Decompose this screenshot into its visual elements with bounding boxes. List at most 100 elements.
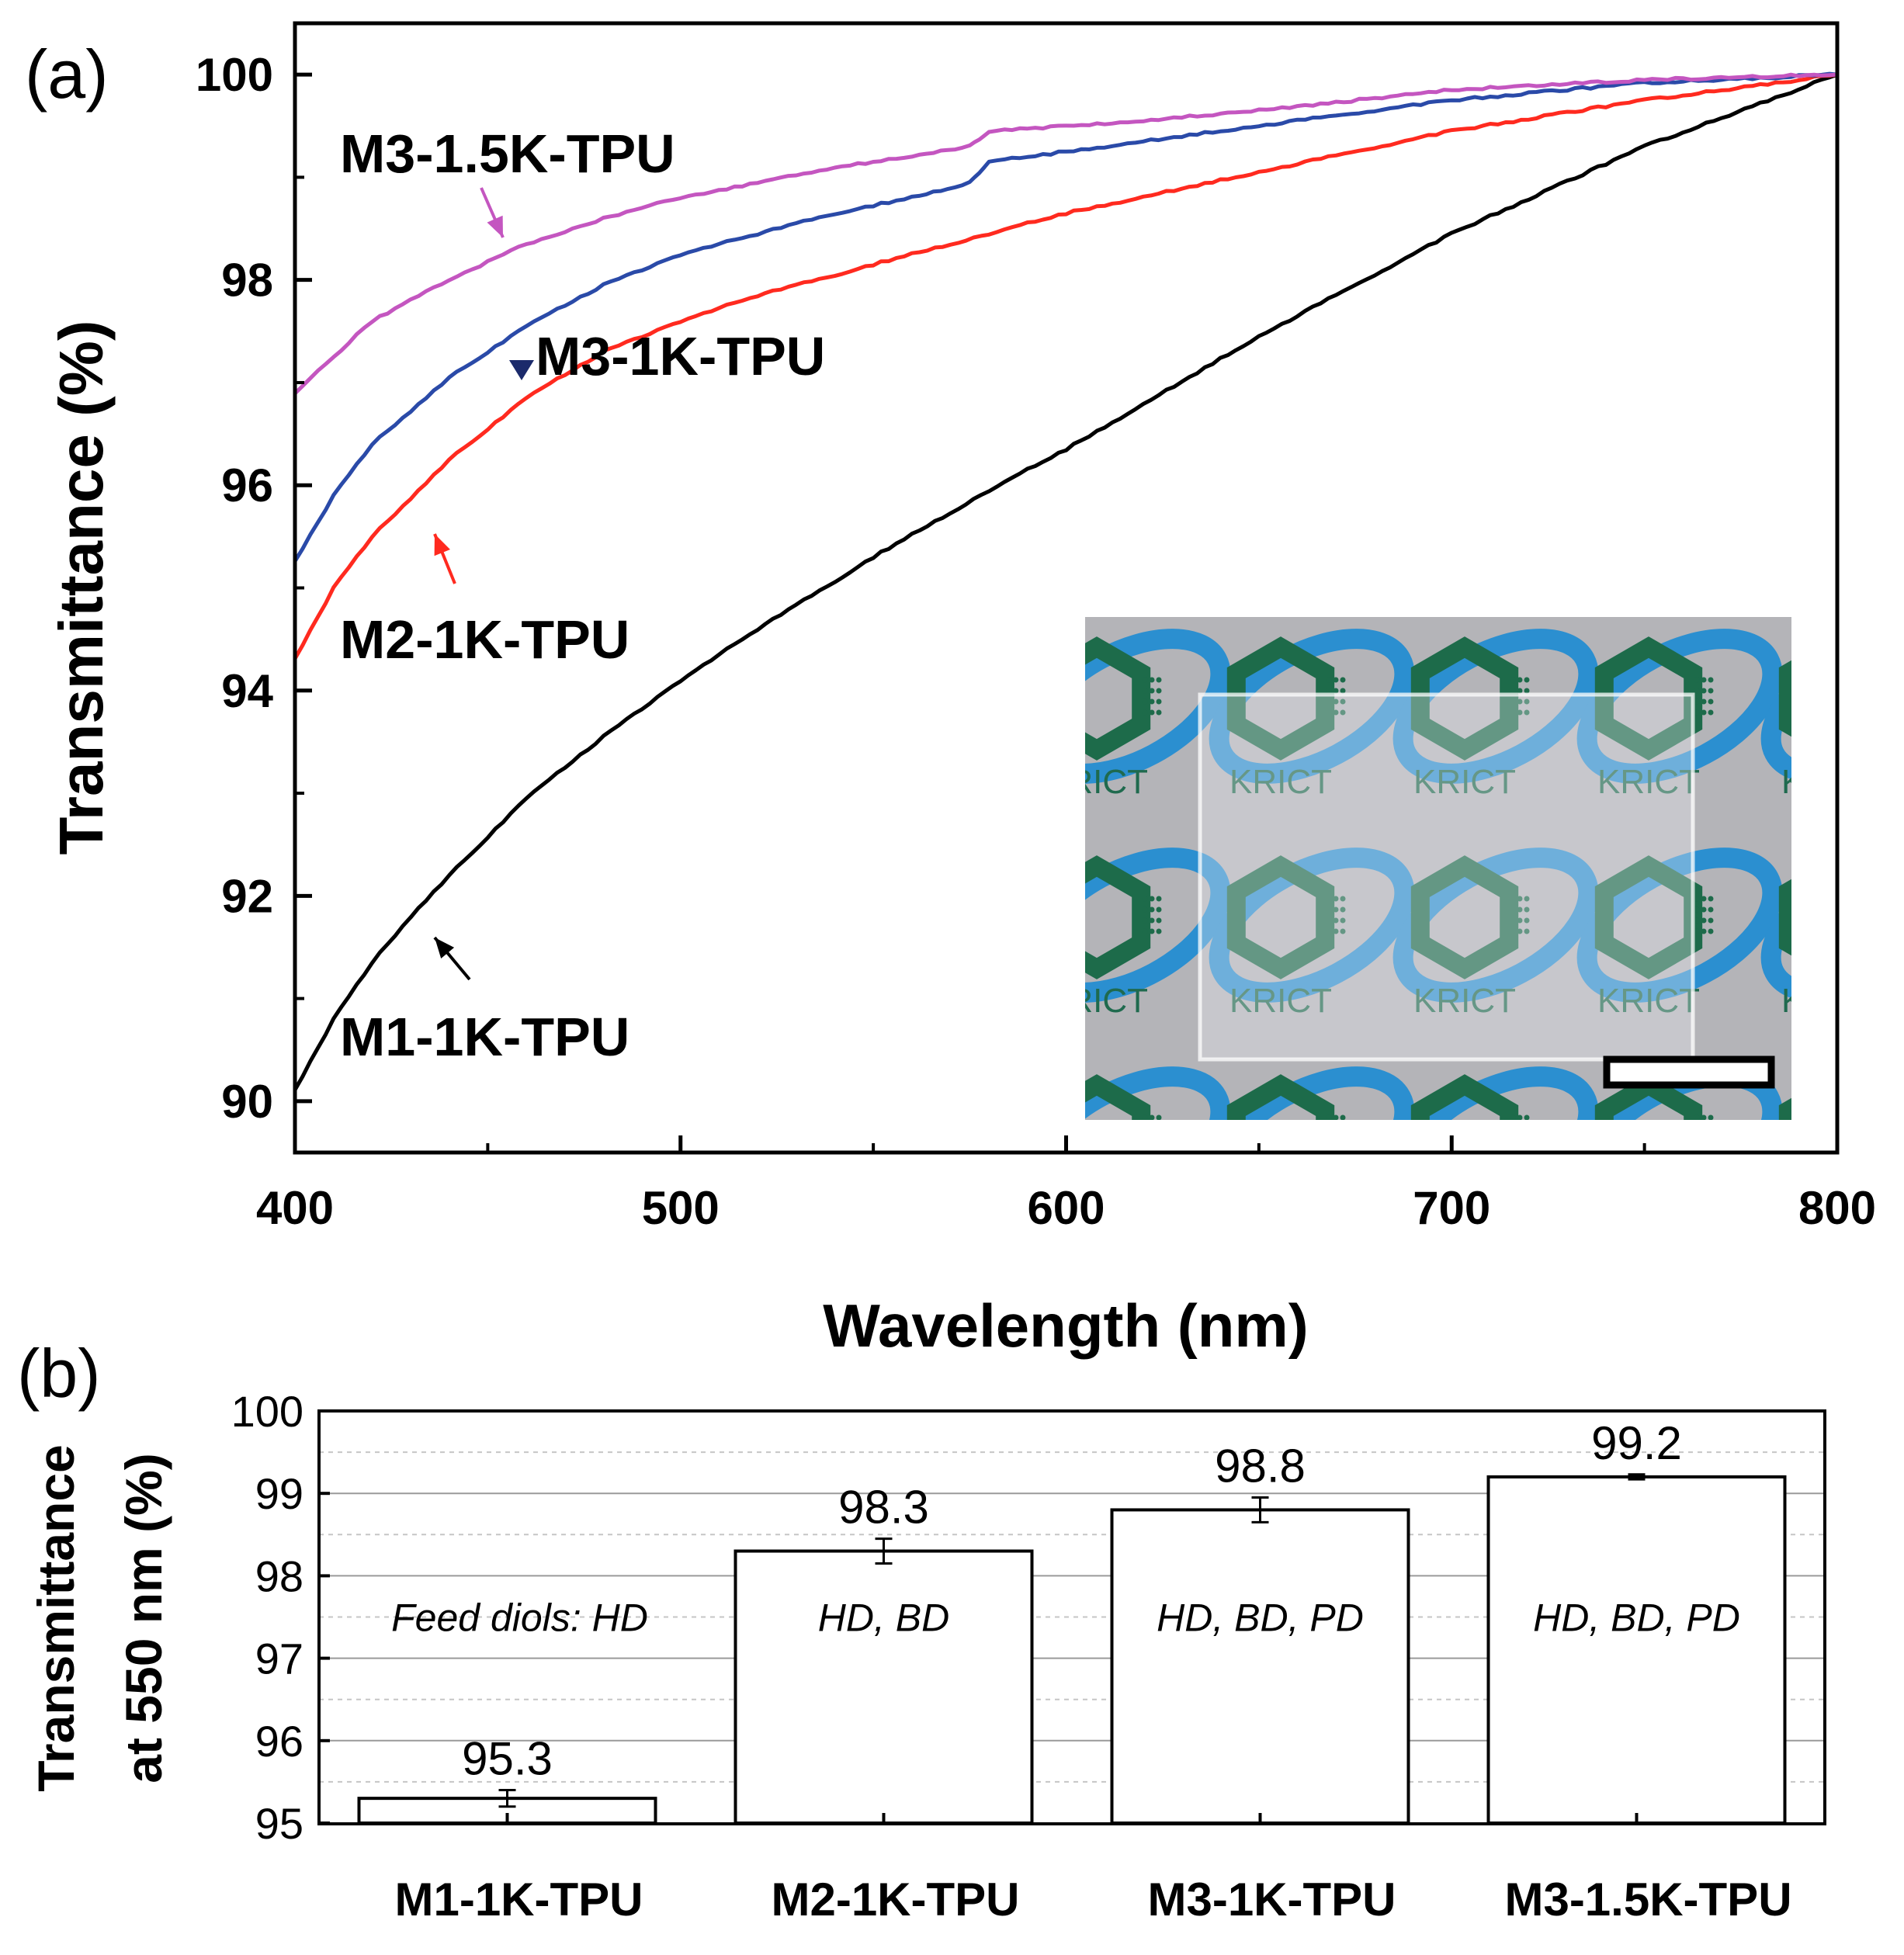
krict-logo-text: KRICT	[1413, 763, 1516, 801]
logo-dot	[1878, 710, 1884, 716]
logo-dot	[1885, 929, 1891, 934]
logo-dot	[1510, 1126, 1516, 1132]
series-line-m2-1k-tpu	[293, 72, 1838, 660]
annotation-marker-m3-1k-tpu	[509, 360, 534, 380]
logo-dot	[1885, 907, 1891, 913]
logo-dot	[1142, 906, 1148, 913]
logo-dot	[1326, 688, 1332, 694]
logo-dot	[1149, 906, 1155, 913]
logo-dot	[1878, 678, 1884, 683]
logo-dot	[1156, 677, 1162, 683]
krict-logo-tile: KRICT	[1085, 629, 1231, 801]
logo-dot	[1885, 918, 1891, 924]
logo-dot	[1701, 917, 1707, 924]
logo-dot	[1524, 1114, 1530, 1120]
logo-dot	[1327, 1137, 1332, 1142]
logo-dot	[1524, 896, 1530, 902]
logo-dot	[1517, 1114, 1523, 1120]
logo-dot	[1694, 1137, 1700, 1142]
logo-dot	[1701, 928, 1707, 934]
logo-dot	[1142, 896, 1148, 902]
panel-b-label: (b)	[17, 1335, 101, 1412]
y-tick-label: 99	[255, 1469, 303, 1518]
logo-dot	[1892, 688, 1898, 694]
logo-dot	[1885, 688, 1891, 694]
logo-dot	[1524, 1126, 1530, 1132]
logo-dot	[1142, 677, 1148, 683]
logo-dot	[1701, 1114, 1707, 1120]
krict-logo-text: KRICT	[1597, 1201, 1700, 1239]
krict-logo-text: KRICT	[1781, 982, 1884, 1020]
logo-dot	[1333, 698, 1339, 705]
logo-dot	[1510, 698, 1516, 705]
panel-a-y-axis-title: Transmittance (%)	[47, 320, 116, 854]
logo-hexagon	[1410, 1074, 1519, 1120]
logo-dot	[1333, 677, 1339, 683]
feed-diol-label: HD, BD	[818, 1596, 949, 1640]
series-label-m1-1k-tpu: M1-1K-TPU	[340, 1007, 629, 1067]
logo-dot	[1885, 1126, 1891, 1132]
logo-hexagon	[1410, 636, 1519, 761]
krict-logo-tile: KRICT	[1209, 1066, 1415, 1142]
logo-dot	[1333, 1114, 1339, 1120]
logo-dot	[1326, 709, 1332, 716]
logo-dot	[1156, 896, 1162, 902]
logo-dot	[1694, 698, 1700, 705]
logo-dot	[1156, 709, 1162, 716]
logo-dot	[1327, 1126, 1332, 1132]
logo-dot	[1694, 928, 1700, 934]
logo-dot	[1340, 709, 1346, 716]
annotation-arrowhead	[435, 938, 455, 959]
logo-dot	[1892, 1148, 1898, 1153]
logo-dot	[1708, 709, 1714, 716]
logo-dot	[1340, 906, 1346, 913]
krict-logo-text: KRICT	[1229, 763, 1332, 801]
krict-logo-tile: KRICT	[1209, 848, 1415, 1020]
logo-dot	[1708, 906, 1714, 913]
logo-dot	[1157, 1126, 1162, 1132]
logo-dot	[1701, 896, 1707, 902]
logo-dot	[1701, 688, 1707, 694]
logo-hexagon	[1226, 636, 1335, 761]
logo-dot	[1708, 688, 1714, 694]
logo-dot	[1694, 688, 1700, 694]
logo-dot	[1878, 1137, 1884, 1142]
panel-a-x-axis-title: Wavelength (nm)	[823, 1291, 1308, 1360]
logo-dot	[1701, 677, 1707, 683]
feed-diol-label: HD, BD, PD	[1157, 1596, 1364, 1640]
logo-dot	[1510, 906, 1516, 913]
logo-dot	[1142, 698, 1148, 705]
logo-dot	[1517, 896, 1523, 902]
y-tick-label: 94	[221, 665, 273, 717]
logo-dot	[1340, 917, 1346, 924]
logo-dot	[1517, 709, 1523, 716]
y-tick-label: 100	[196, 49, 273, 101]
series-label-m3-1-5k-tpu: M3-1.5K-TPU	[340, 123, 675, 184]
logo-dot	[1524, 928, 1530, 934]
x-tick-label: 600	[1027, 1182, 1105, 1234]
logo-dot	[1156, 688, 1162, 694]
category-label-m3-1-5k-tpu: M3-1.5K-TPU	[1504, 1874, 1791, 1926]
bar-value-label: 98.3	[838, 1482, 929, 1534]
logo-dot	[1143, 1126, 1148, 1132]
panel-b-ticks: 95 96 97 98 99 100 M1-1K-TPU M2-1K-TPU M3-1K-TPU…	[231, 1387, 1792, 1926]
panel-a-line-chart: KRICT KRICT KRICT KRICT KRICT KRICT KRICT KRICT…	[47, 21, 1898, 1360]
logo-dot	[1885, 678, 1891, 683]
panel-b-y-axis-title-line1: Transmittance	[27, 1444, 85, 1792]
logo-hexagon	[1085, 1074, 1151, 1120]
logo-dot	[1701, 698, 1707, 705]
panel-a-series-group	[293, 71, 1838, 1091]
logo-hexagon	[1410, 855, 1519, 979]
logo-dot	[1333, 896, 1339, 902]
logo-dot	[1892, 907, 1898, 913]
logo-dot	[1524, 688, 1530, 694]
logo-dot	[1708, 928, 1714, 934]
logo-dot	[1156, 928, 1162, 934]
logo-dot	[1878, 688, 1884, 694]
krict-logo-tile: KRICT	[1760, 629, 1898, 801]
logo-dot	[1878, 699, 1884, 705]
logo-dot	[1149, 928, 1155, 934]
logo-dot	[1333, 1137, 1339, 1142]
logo-dot	[1524, 917, 1530, 924]
